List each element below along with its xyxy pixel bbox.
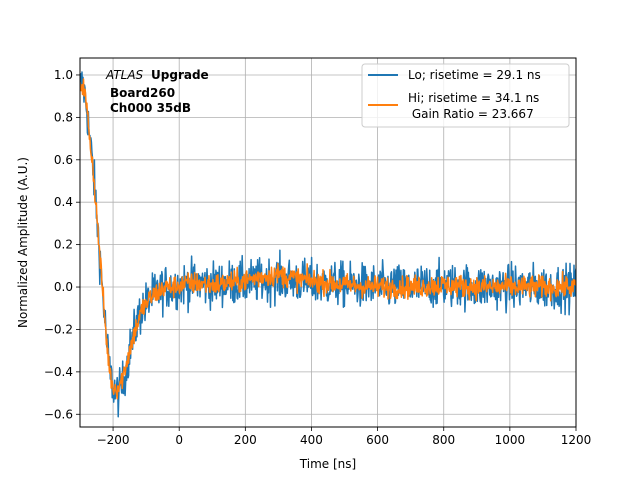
legend-label-hi-line-1: Hi; risetime = 34.1 ns	[408, 91, 539, 105]
x-tick-label: 0	[175, 433, 183, 447]
plot-frame	[79, 57, 577, 428]
x-tick-label: 800	[432, 433, 455, 447]
y-tick-label: −0.2	[44, 322, 73, 336]
legend-label-lo: Lo; risetime = 29.1 ns	[408, 68, 541, 82]
y-axis-label: Normalized Amplitude (A.U.)	[16, 157, 30, 328]
x-tick-label: 1200	[561, 433, 592, 447]
legend-box	[361, 63, 570, 128]
legend-label-hi-line-2: Gain Ratio = 23.667	[408, 107, 534, 121]
annotation-line-2: Board260	[110, 86, 175, 100]
series-line-hi	[80, 78, 576, 400]
annotation-atlas: ATLAS	[105, 68, 144, 82]
y-tick-label: 0.0	[54, 280, 73, 294]
y-tick-label: −0.4	[44, 365, 73, 379]
y-tick-label: 0.6	[54, 153, 73, 167]
x-tick-label: 1000	[495, 433, 526, 447]
annotation-line-3: Ch000 35dB	[110, 101, 191, 115]
y-tick-label: −0.6	[44, 407, 73, 421]
x-axis-label: Time [ns]	[299, 457, 356, 471]
x-tick-label: 200	[234, 433, 257, 447]
y-tick-label: 0.4	[54, 195, 73, 209]
y-tick-label: 0.2	[54, 238, 73, 252]
legend: Lo; risetime = 29.1 ns Hi; risetime = 34…	[361, 63, 570, 128]
ticks: −200 0 200 400 600 800 1000 1200 −0.6 −0.4 −0.2 0.0…	[44, 68, 591, 447]
legend-label-hi: Hi; risetime = 34.1 ns Gain Ratio = 23.6…	[408, 91, 543, 121]
annotation: ATLAS Upgrade Board260 Ch000 35dB	[105, 68, 209, 115]
annotation-line-1: ATLAS Upgrade	[105, 68, 209, 82]
x-tick-label: −200	[97, 433, 130, 447]
x-tick-label: 600	[366, 433, 389, 447]
annotation-upgrade: Upgrade	[151, 68, 209, 82]
series-layer	[80, 71, 576, 418]
y-tick-label: 0.8	[54, 110, 73, 124]
x-tick-label: 400	[300, 433, 323, 447]
y-tick-label: 1.0	[54, 68, 73, 82]
